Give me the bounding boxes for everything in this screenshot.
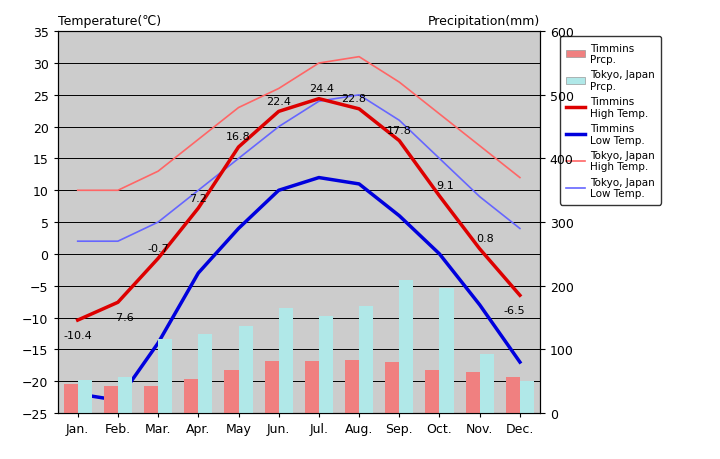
Text: 22.8: 22.8 [341,94,366,104]
Bar [426,370,439,413]
Text: -0.7: -0.7 [147,243,169,253]
Text: 9.1: 9.1 [436,181,454,191]
Bar [345,360,359,413]
Bar [359,307,373,413]
Text: 16.8: 16.8 [226,132,251,142]
Bar [63,384,78,413]
Text: -6.5: -6.5 [503,305,525,315]
Text: 17.8: 17.8 [387,126,412,136]
Bar [198,334,212,413]
Text: 7.2: 7.2 [189,193,207,203]
Bar [385,362,400,413]
Text: 0.8: 0.8 [477,234,494,244]
Legend: Timmins
Prcp., Tokyo, Japan
Prcp., Timmins
High Temp., Timmins
Low Temp., Tokyo,: Timmins Prcp., Tokyo, Japan Prcp., Timmi… [559,37,661,205]
Bar [158,339,172,413]
Bar [520,381,534,413]
Bar [118,378,132,413]
Bar [506,378,520,413]
Bar [104,386,118,413]
Bar [319,316,333,413]
Bar [279,308,293,413]
Bar [480,355,494,413]
Bar [78,380,91,413]
Bar [184,380,198,413]
Bar [466,372,480,413]
Bar [305,361,319,413]
Text: 22.4: 22.4 [266,96,291,106]
Bar [400,280,413,413]
Text: -10.4: -10.4 [63,330,92,340]
Bar [265,361,279,413]
Text: 24.4: 24.4 [309,84,334,94]
Text: Precipitation(mm): Precipitation(mm) [428,15,540,28]
Text: -7.6: -7.6 [112,312,135,322]
Bar [144,386,158,413]
Bar [439,288,454,413]
Text: Temperature(℃): Temperature(℃) [58,15,161,28]
Bar [225,370,238,413]
Bar [238,326,253,413]
